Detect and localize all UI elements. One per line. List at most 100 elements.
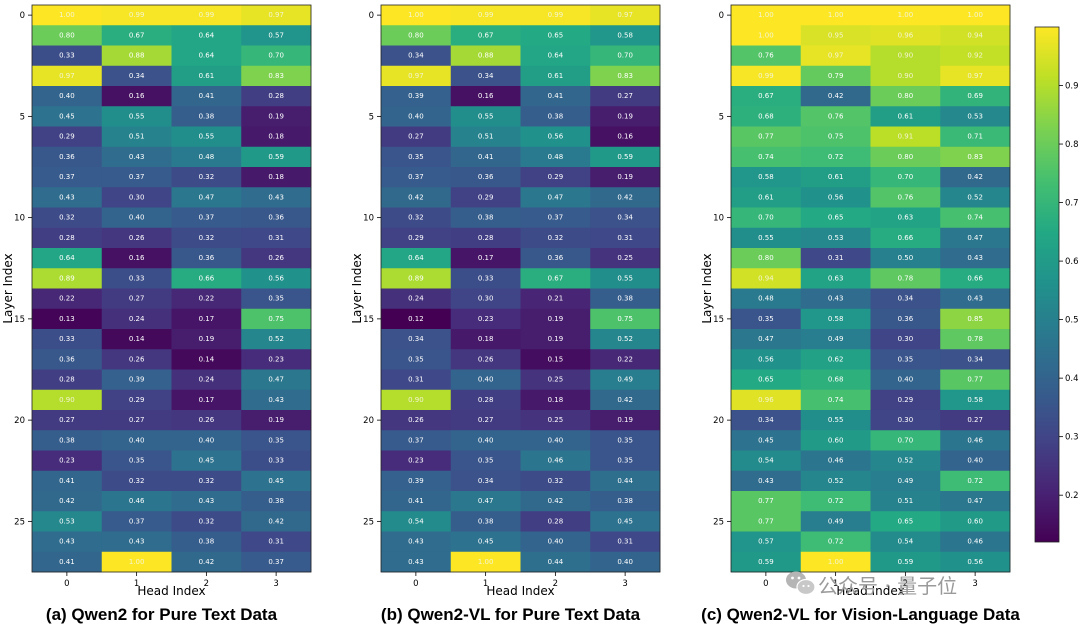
heatmap-cell xyxy=(800,491,871,512)
cell-value-label: 0.43 xyxy=(268,193,284,201)
heatmap-cell xyxy=(450,167,521,188)
cell-value-label: 0.45 xyxy=(199,457,215,465)
heatmap-cell xyxy=(101,288,172,310)
cell-value-label: 0.46 xyxy=(828,457,844,465)
heatmap-cell xyxy=(101,308,172,330)
cell-value-label: 0.89 xyxy=(59,274,75,282)
heatmap-cell xyxy=(940,308,1011,330)
heatmap-cell xyxy=(381,248,452,269)
cell-value-label: 0.53 xyxy=(828,234,844,242)
cell-value-label: 0.53 xyxy=(59,517,75,525)
cell-value-label: 0.29 xyxy=(129,396,145,404)
heatmap-cell xyxy=(241,126,312,148)
watermark: 公众号 · 量子位 xyxy=(786,571,957,598)
heatmap-cell xyxy=(450,106,521,127)
heatmap-cell xyxy=(32,25,103,46)
cell-value-label: 0.40 xyxy=(129,214,145,222)
cell-value-label: 0.89 xyxy=(408,274,424,282)
heatmap-cell xyxy=(731,65,802,87)
heatmap-cell xyxy=(520,126,591,148)
heatmap-cell xyxy=(590,551,661,573)
cell-value-label: 0.51 xyxy=(478,133,494,141)
heatmap-cell xyxy=(241,167,312,188)
heatmap-cell xyxy=(381,308,452,330)
plot-frame xyxy=(730,4,1011,573)
cell-value-label: 0.70 xyxy=(617,52,633,60)
heatmap-cell xyxy=(731,126,802,148)
cell-value-label: 0.43 xyxy=(129,538,145,546)
cell-value-label: 0.45 xyxy=(59,112,75,120)
cell-value-label: 0.61 xyxy=(548,72,564,80)
heatmap-cell xyxy=(450,268,521,289)
heatmap-cell xyxy=(590,65,661,87)
heatmap-cell xyxy=(940,45,1011,67)
heatmap-cell xyxy=(450,410,521,431)
heatmap-cell xyxy=(101,25,172,46)
cell-value-label: 0.70 xyxy=(898,436,914,444)
cell-value-label: 0.38 xyxy=(199,112,215,120)
heatmap-cell xyxy=(870,268,941,289)
cell-value-label: 0.90 xyxy=(408,396,424,404)
heatmap-cell xyxy=(241,511,312,532)
heatmap-cell xyxy=(940,491,1011,512)
cell-value-label: 0.31 xyxy=(617,234,633,242)
cell-value-label: 0.40 xyxy=(617,558,633,566)
heatmap-cell xyxy=(590,491,661,512)
heatmap-cell xyxy=(590,86,661,107)
cell-value-label: 0.97 xyxy=(967,72,983,80)
heatmap-cell xyxy=(450,187,521,208)
heatmap-cell xyxy=(590,146,661,168)
cell-value-label: 0.38 xyxy=(199,538,215,546)
cell-value-label: 0.19 xyxy=(548,315,564,323)
heatmap-cell xyxy=(731,288,802,310)
cell-value-label: 0.19 xyxy=(268,416,284,424)
cell-value-label: 0.24 xyxy=(129,315,145,323)
cell-value-label: 0.40 xyxy=(967,457,983,465)
cell-value-label: 0.46 xyxy=(548,457,564,465)
cell-value-label: 0.26 xyxy=(199,416,215,424)
heatmap-cell xyxy=(800,329,871,350)
cell-value-label: 0.35 xyxy=(898,355,914,363)
cell-value-label: 0.35 xyxy=(408,153,424,161)
cell-value-label: 0.34 xyxy=(408,335,424,343)
cell-value-label: 0.55 xyxy=(758,234,774,242)
cell-value-label: 0.35 xyxy=(268,295,284,303)
cell-value-label: 0.32 xyxy=(548,477,564,485)
cell-value-label: 0.31 xyxy=(408,376,424,384)
heatmap-cell xyxy=(520,531,591,553)
cell-value-label: 0.44 xyxy=(617,477,633,485)
cell-value-label: 0.34 xyxy=(898,295,914,303)
cell-value-label: 0.27 xyxy=(408,133,424,141)
cell-value-label: 0.65 xyxy=(758,376,774,384)
heatmap-cell xyxy=(870,167,941,188)
cell-value-label: 0.70 xyxy=(268,52,284,60)
cell-value-label: 0.77 xyxy=(758,517,774,525)
cell-value-label: 0.34 xyxy=(617,214,633,222)
heatmap-cell xyxy=(101,187,172,208)
heatmap-cell xyxy=(800,531,871,553)
cell-value-label: 0.83 xyxy=(617,72,633,80)
cell-value-label: 1.00 xyxy=(59,11,75,19)
heatmap-cell xyxy=(870,187,941,208)
heatmap-cell xyxy=(940,430,1011,451)
cell-value-label: 0.47 xyxy=(758,335,774,343)
cell-value-label: 1.00 xyxy=(129,558,145,566)
cell-value-label: 0.43 xyxy=(199,497,215,505)
heatmap-cell xyxy=(590,268,661,289)
heatmap-cell xyxy=(590,349,661,370)
cell-value-label: 0.65 xyxy=(898,517,914,525)
heatmap-cell xyxy=(171,450,242,472)
cell-value-label: 0.52 xyxy=(617,335,633,343)
heatmap-cell xyxy=(381,5,452,26)
heatmap-cell xyxy=(800,207,871,229)
cell-value-label: 0.46 xyxy=(967,436,983,444)
heatmap-cell xyxy=(590,389,661,411)
heatmap-cell xyxy=(381,146,452,168)
colorbar: 0.2 0.3 0.4 0.5 0.6 0.7 0.8 0.9 xyxy=(1034,26,1079,543)
cell-value-label: 0.57 xyxy=(268,31,284,39)
cell-value-label: 0.35 xyxy=(408,355,424,363)
heatmap-cell xyxy=(870,65,941,87)
heatmap-cell xyxy=(800,430,871,451)
cell-value-label: 0.48 xyxy=(199,153,215,161)
heatmap-cell xyxy=(590,248,661,269)
